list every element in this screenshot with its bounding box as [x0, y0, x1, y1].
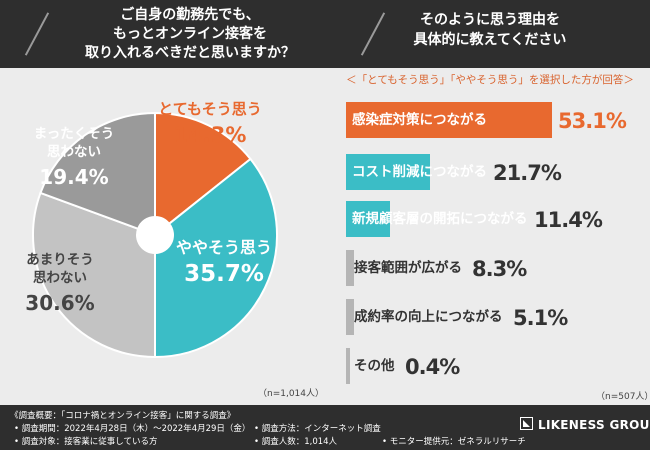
- bar-chart-subtitle: ＜「とてもそう思う」「ややそう思う」を選択した方が回答＞: [346, 74, 634, 86]
- pie-slice-label: あまりそう: [26, 252, 94, 268]
- pie-slice-label: 思わない: [33, 270, 87, 286]
- footer-bar: 《調査概要：「コロナ禍とオンライン接客」に関する調査》 • 調査期間：2022年…: [0, 405, 650, 450]
- survey-count: • 調査人数：1,014人: [254, 437, 338, 447]
- pie-value-label: 35.7%: [184, 261, 264, 287]
- bar-value-label: 21.7%: [493, 161, 562, 185]
- logo-icon: [520, 417, 533, 430]
- bar-value-label: 11.4%: [534, 208, 603, 232]
- pie-slice-label: ややそう思う: [176, 238, 272, 257]
- bar: [346, 348, 350, 384]
- question-line: ご自身の勤務先でも、: [120, 7, 260, 23]
- bar-value-label: 53.1%: [558, 109, 627, 133]
- bar-value-label: 8.3%: [472, 257, 527, 281]
- pie-slice-label: まったくそう: [34, 126, 114, 142]
- bar-category-label: 成約率の向上につながる: [354, 299, 507, 335]
- header-divider-slash: [24, 12, 50, 56]
- reason-line: 具体的に教えてください: [413, 32, 567, 48]
- bar-value-label: 0.4%: [405, 355, 460, 379]
- header-divider-slash: [360, 12, 386, 56]
- logo-text: LIKENESS GROUP: [538, 418, 650, 432]
- survey-target: • 調査対象：接客業に従事している方: [14, 437, 158, 447]
- pie-slice-label: 思わない: [47, 144, 101, 160]
- sample-size-left: （n=1,014人）: [258, 389, 325, 399]
- survey-provider: • モニター提供元：ゼネラルリサーチ: [382, 437, 526, 447]
- reason-title: そのように思う理由を 具体的に教えてください: [390, 10, 590, 50]
- question-line: もっとオンライン接客を: [113, 26, 267, 42]
- survey-overview-title: 《調査概要：「コロナ禍とオンライン接客」に関する調査》: [10, 411, 236, 421]
- bar-category-label: 接客範囲が広がる: [354, 250, 466, 286]
- pie-value-label: 30.6%: [25, 291, 94, 315]
- donut-hole: [137, 217, 173, 253]
- company-logo: LIKENESS GROUP: [520, 417, 650, 432]
- bar: [346, 201, 391, 237]
- survey-period: • 調査期間：2022年4月28日（木）～2022年4月29日（金）: [14, 424, 251, 434]
- question-title: ご自身の勤務先でも、 もっとオンライン接客を 取り入れるべきだと思いますか？: [60, 6, 320, 63]
- bar-value-label: 5.1%: [513, 306, 568, 330]
- pie-slice-label: とてもそう思う: [158, 100, 262, 118]
- pie-value-label: 19.4%: [39, 165, 108, 189]
- bar: [346, 102, 552, 138]
- pie-value-label: 14.3%: [174, 123, 247, 147]
- survey-method: • 調査方法：インターネット調査: [254, 424, 381, 434]
- question-line: 取り入れるべきだと思いますか？: [85, 45, 295, 61]
- reason-line: そのように思う理由を: [420, 12, 560, 28]
- bar: [346, 154, 431, 190]
- header-bar: ご自身の勤務先でも、 もっとオンライン接客を 取り入れるべきだと思いますか？ そ…: [0, 0, 650, 68]
- bar-category-label: 新規顧客層の開拓につながる: [352, 211, 528, 227]
- sample-size-right: （n=507人）: [596, 392, 650, 402]
- bar-category-label: コスト削減につながる: [352, 164, 487, 180]
- donut-chart: とてもそう思う14.3%ややそう思う35.7%あまりそう思わない30.6%まった…: [25, 100, 278, 359]
- bar-category-label: その他: [354, 348, 399, 384]
- bar-category-label: 感染症対策につながる: [352, 112, 487, 128]
